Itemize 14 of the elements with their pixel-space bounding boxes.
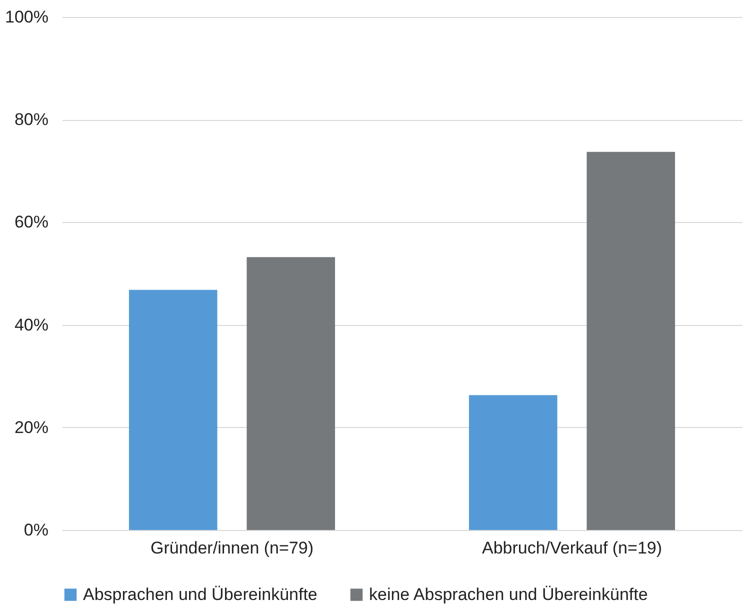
legend-label: Absprachen und Übereinkünfte xyxy=(83,584,318,604)
y-tick-label: 20% xyxy=(14,418,48,437)
y-tick-label: 60% xyxy=(14,212,48,232)
bar xyxy=(246,257,336,530)
y-tick-label: 0% xyxy=(24,520,48,540)
y-tick-label: 80% xyxy=(14,110,48,130)
y-tick-label: 40% xyxy=(14,315,48,334)
y-tick-label: 100% xyxy=(5,8,48,26)
x-tick-label: Abbruch/Verkauf (n=19) xyxy=(482,538,662,558)
x-tick-label: Gründer/innen (n=79) xyxy=(150,538,314,558)
bar xyxy=(468,395,558,530)
bar xyxy=(586,152,676,530)
legend-label: keine Absprachen und Übereinkünfte xyxy=(369,584,648,604)
bar xyxy=(128,290,218,530)
